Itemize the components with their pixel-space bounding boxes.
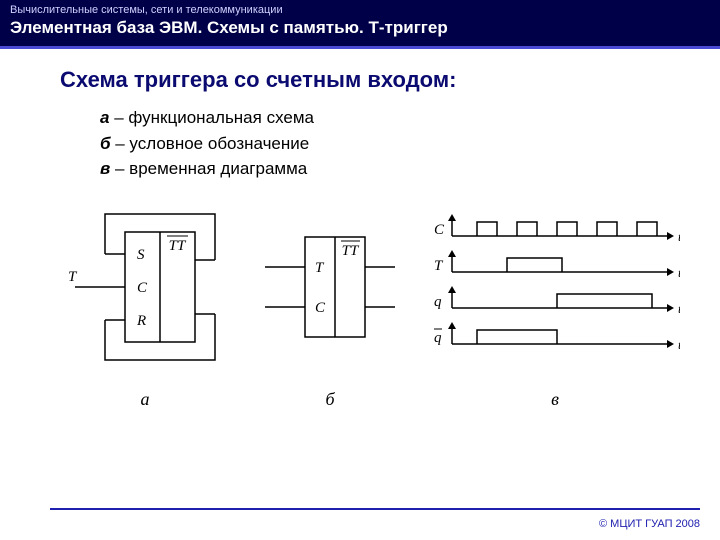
svg-text:q: q: [434, 294, 442, 310]
svg-text:q: q: [434, 330, 442, 346]
content-title: Схема триггера со счетным входом:: [60, 67, 680, 93]
caption-a: а: [60, 389, 230, 410]
legend-text-v: – временная диаграмма: [110, 159, 307, 178]
svg-text:t: t: [678, 337, 680, 352]
svg-text:C: C: [434, 222, 445, 238]
schematic-a: TT S C R T: [60, 202, 230, 372]
svg-text:TT: TT: [169, 238, 187, 254]
diagram-b: TTTC б: [255, 202, 405, 410]
slide-header: Вычислительные системы, сети и телекомму…: [0, 0, 720, 49]
svg-text:t: t: [678, 301, 680, 316]
footer-rule: [50, 508, 700, 510]
header-topic: Элементная база ЭВМ. Схемы с памятью. Т-…: [10, 18, 710, 38]
legend-key-b: б: [100, 134, 111, 153]
legend-item-b: б – условное обозначение: [100, 131, 680, 157]
copyright: © МЦИТ ГУАП 2008: [599, 518, 700, 530]
svg-text:C: C: [137, 280, 148, 296]
svg-text:T: T: [434, 258, 444, 274]
svg-text:t: t: [678, 265, 680, 280]
legend-text-a: – функциональная схема: [109, 108, 314, 127]
svg-text:C: C: [315, 300, 326, 316]
timing-diagram: Ct Tt q t q t: [430, 202, 680, 372]
svg-text:TT: TT: [342, 243, 360, 259]
diagram-a: TT S C R T а: [60, 202, 230, 410]
header-course: Вычислительные системы, сети и телекомму…: [10, 4, 710, 16]
legend-key-v: в: [100, 159, 110, 178]
diagram-row: TTSCRT а TTTC б CtTtqtqt в: [60, 202, 680, 410]
svg-text:R: R: [136, 313, 146, 329]
svg-text:T: T: [68, 269, 78, 285]
caption-v: в: [430, 389, 680, 410]
legend-item-a: а – функциональная схема: [100, 105, 680, 131]
diagram-v: Ct Tt q t q t в: [430, 202, 680, 410]
legend-text-b: – условное обозначение: [111, 134, 310, 153]
caption-b: б: [255, 389, 405, 410]
svg-text:S: S: [137, 247, 145, 263]
slide-content: Схема триггера со счетным входом: а – фу…: [0, 49, 720, 410]
legend: а – функциональная схема б – условное об…: [100, 105, 680, 182]
svg-text:T: T: [315, 260, 325, 276]
svg-text:t: t: [678, 229, 680, 244]
legend-item-v: в – временная диаграмма: [100, 156, 680, 182]
schematic-b: TTTC: [255, 202, 405, 372]
